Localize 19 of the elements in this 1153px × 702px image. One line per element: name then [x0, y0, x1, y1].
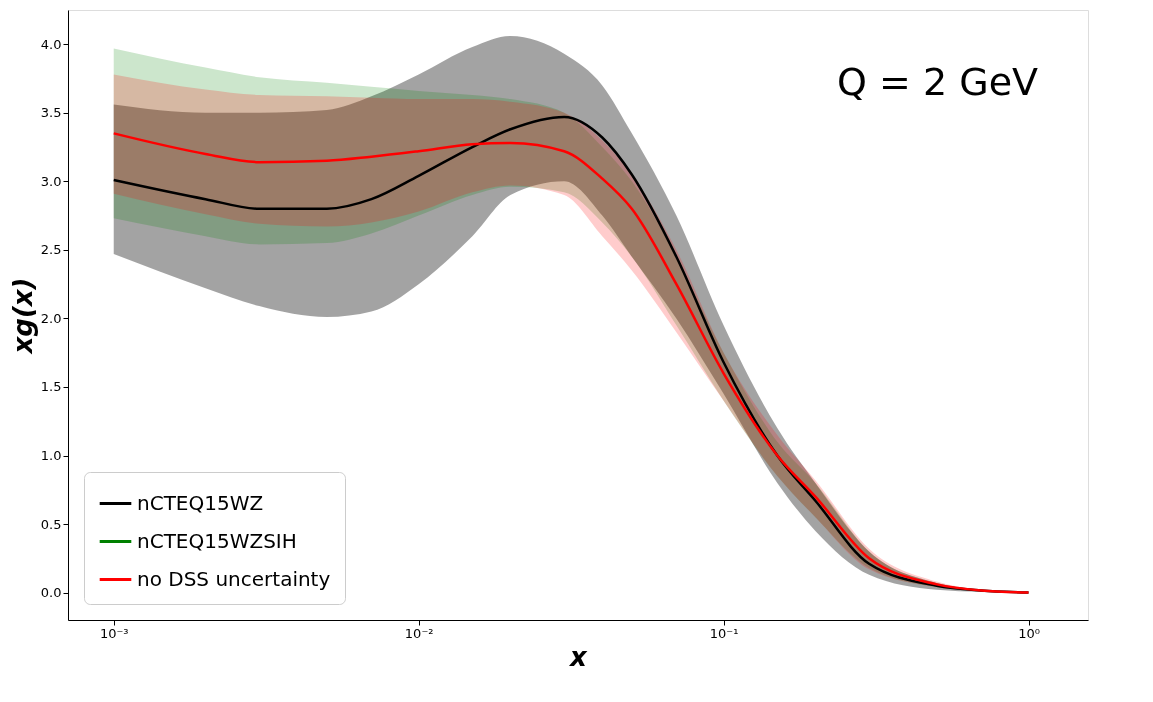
x-axis-title: x: [568, 641, 589, 672]
y-tick-label: 3.0: [40, 173, 62, 189]
x-tick-label: 10⁻¹: [709, 625, 739, 641]
y-tick-label: 0.0: [40, 585, 62, 601]
legend-label: nCTEQ15WZSIH: [137, 528, 297, 553]
y-tick-label: 2.5: [40, 242, 62, 258]
annotation: Q = 2 GeV: [837, 60, 1038, 104]
y-tick-label: 1.5: [40, 379, 62, 395]
x-tick-label: 10⁰: [1018, 625, 1040, 641]
y-tick-label: 3.5: [40, 105, 62, 121]
x-tick-label: 10⁻³: [99, 625, 129, 641]
y-tick-label: 0.5: [40, 516, 62, 532]
y-tick-label: 2.0: [40, 310, 62, 326]
legend-label: no DSS uncertainty: [137, 566, 331, 591]
y-tick-label: 4.0: [40, 36, 62, 52]
y-axis-title: xg(x): [7, 277, 38, 356]
x-tick-label: 10⁻²: [404, 625, 434, 641]
legend-label: nCTEQ15WZ: [137, 490, 264, 515]
y-tick-label: 1.0: [40, 448, 62, 464]
